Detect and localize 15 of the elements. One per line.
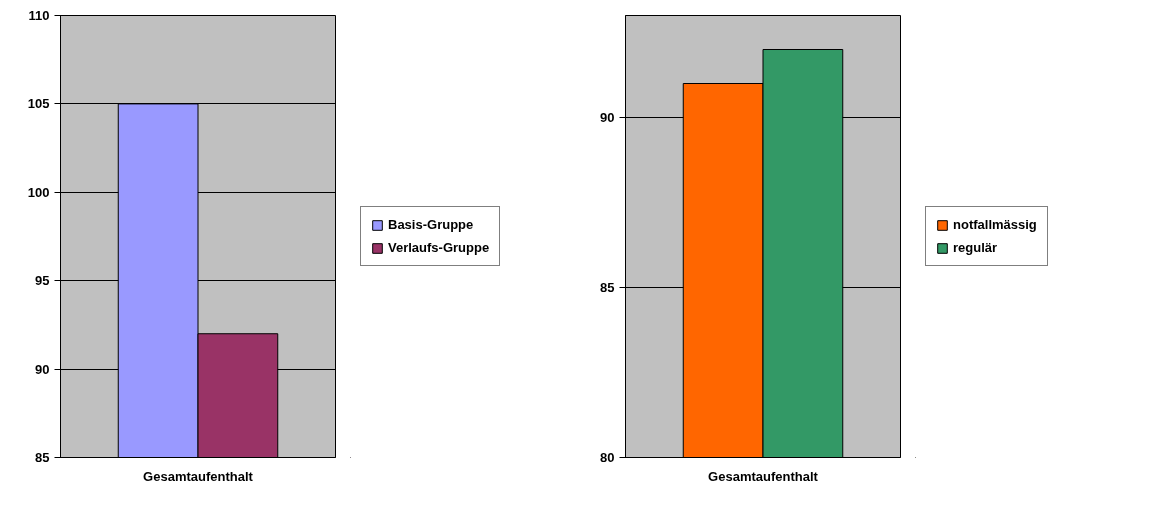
y-tick-label: 105 [27,96,50,112]
y-tick-label: 95 [35,273,50,289]
legend-label: regulär [953,240,998,255]
x-tick-label: Gesamtaufenthalt [143,468,254,484]
legend-label: notfallmässig [953,217,1037,232]
y-tick-label: 90 [600,110,615,125]
legend-label: Verlaufs-Gruppe [388,240,490,255]
y-tick-label: 110 [28,8,50,23]
y-tick-label: 85 [600,280,615,295]
legend-label: Basis-Gruppe [388,217,474,232]
y-tick-label: 85 [35,450,50,465]
x-tick-label: Gesamtaufenthalt [708,468,819,484]
y-tick-label: 80 [600,450,615,465]
y-tick-label: 100 [27,184,50,200]
y-tick-label: 90 [35,361,50,377]
